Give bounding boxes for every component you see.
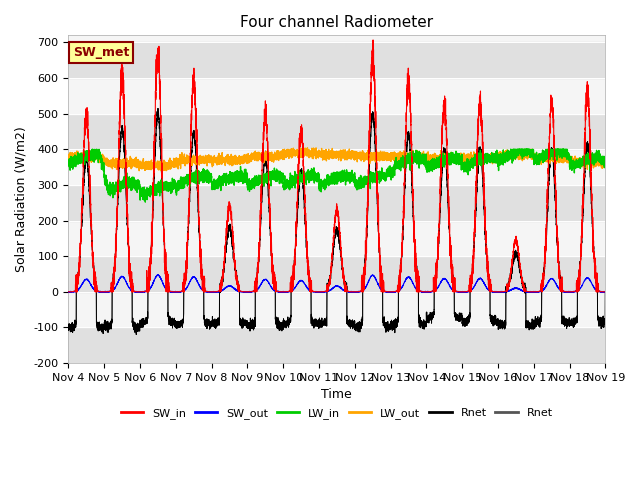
Legend: SW_in, SW_out, LW_in, LW_out, Rnet, Rnet: SW_in, SW_out, LW_in, LW_out, Rnet, Rnet [116, 403, 557, 423]
Text: SW_met: SW_met [73, 46, 129, 59]
Rnet [579, 212, 587, 218]
Line: SW_in: SW_in [68, 40, 605, 292]
Rnet [472, 204, 480, 210]
Rnet [132, 332, 140, 337]
Bar [68, 256, 605, 292]
Rnet [579, 212, 587, 218]
Rnet [572, 314, 580, 320]
SW_in [72, 289, 79, 295]
Bar [68, 220, 605, 256]
Rnet [247, 321, 255, 327]
Rnet [65, 324, 72, 329]
Line: SW_out: SW_out [68, 275, 605, 292]
LW_in [319, 183, 326, 189]
LW_in [88, 146, 96, 152]
SW_out [472, 280, 480, 286]
Rnet [247, 321, 255, 327]
LW_in [247, 180, 255, 186]
Bar [68, 185, 605, 220]
SW_in [579, 191, 587, 197]
SW_out [65, 289, 72, 295]
SW_out [579, 281, 587, 287]
SW_out [602, 289, 609, 295]
Rnet [319, 319, 326, 324]
Bar [68, 327, 605, 363]
LW_out [65, 152, 72, 158]
SW_in [457, 289, 465, 295]
Line: Rnet: Rnet [68, 108, 605, 335]
SW_out [319, 289, 326, 295]
Rnet [457, 315, 465, 321]
Bar [68, 149, 605, 185]
Rnet [602, 289, 609, 295]
Line: LW_in: LW_in [68, 149, 605, 202]
Rnet [472, 204, 480, 210]
Rnet [457, 315, 465, 321]
Bar [68, 292, 605, 327]
LW_out [319, 157, 326, 163]
Rnet [319, 319, 326, 324]
Rnet [65, 324, 72, 329]
SW_in [319, 289, 326, 295]
SW_out [457, 289, 465, 295]
LW_out [247, 151, 255, 157]
LW_out [572, 158, 580, 164]
SW_in [247, 289, 255, 295]
LW_in [65, 159, 72, 165]
Bar [68, 114, 605, 149]
SW_in [572, 288, 580, 293]
SW_out [154, 272, 162, 278]
Y-axis label: Solar Radiation (W/m2): Solar Radiation (W/m2) [15, 126, 28, 272]
Title: Four channel Radiometer: Four channel Radiometer [240, 15, 433, 30]
LW_in [579, 156, 587, 161]
SW_in [65, 289, 72, 295]
SW_in [369, 37, 377, 43]
LW_in [572, 164, 580, 170]
Rnet [132, 332, 140, 337]
SW_in [602, 289, 609, 295]
Rnet [572, 314, 580, 320]
LW_in [457, 162, 465, 168]
Rnet [154, 106, 162, 111]
SW_out [247, 289, 255, 295]
LW_out [602, 158, 609, 164]
Bar [68, 42, 605, 78]
LW_in [472, 158, 480, 164]
LW_out [457, 156, 465, 162]
SW_out [422, 289, 430, 295]
LW_out [579, 158, 587, 164]
X-axis label: Time: Time [321, 388, 352, 401]
Rnet [154, 106, 162, 111]
Line: Rnet: Rnet [68, 108, 605, 335]
LW_in [141, 199, 149, 205]
SW_out [572, 288, 580, 294]
LW_in [602, 161, 609, 167]
LW_out [135, 168, 143, 174]
Rnet [602, 289, 609, 295]
Line: LW_out: LW_out [68, 148, 605, 171]
LW_out [472, 155, 480, 161]
SW_in [472, 181, 480, 187]
LW_out [303, 145, 311, 151]
Bar [68, 78, 605, 114]
